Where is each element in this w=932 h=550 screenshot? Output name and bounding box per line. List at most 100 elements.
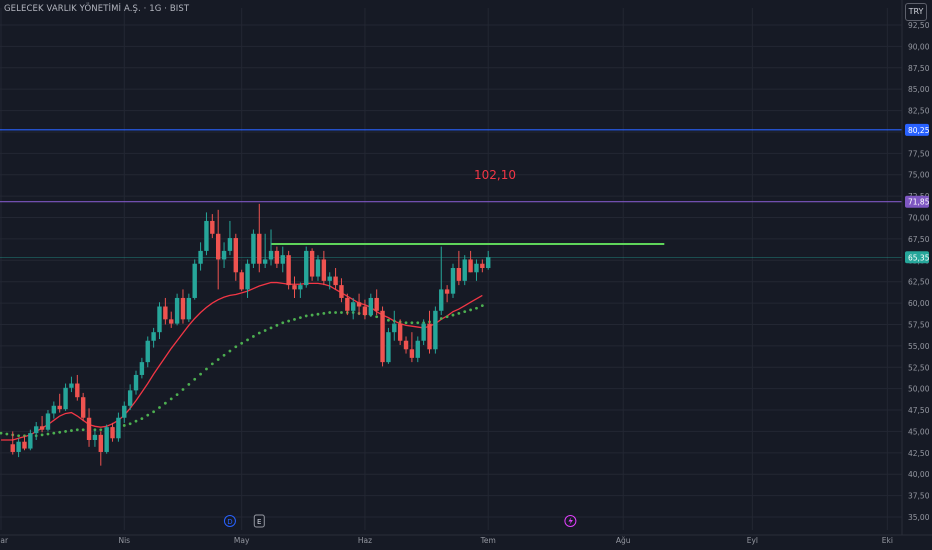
candle (403, 336, 409, 354)
sma-dot (240, 341, 244, 345)
sma-dot (269, 326, 273, 330)
time-tick-label: Haz (358, 536, 372, 545)
candle-body (92, 434, 98, 440)
sma-dot (0, 431, 3, 435)
sma-dot (340, 311, 343, 314)
candle-body (34, 426, 39, 434)
candle-body (10, 444, 15, 452)
candle (368, 293, 374, 317)
candle (439, 246, 444, 316)
sma-dot (152, 410, 156, 414)
candle (139, 357, 145, 379)
price-label-tag (905, 123, 929, 136)
candle-body (351, 302, 356, 311)
candle (104, 424, 109, 454)
sma-dot (163, 401, 167, 405)
time-tick-label: Mar (0, 536, 9, 545)
candle (386, 327, 391, 364)
price-tick-label: 92,50 (908, 21, 930, 30)
candle-body (286, 255, 291, 286)
candle-body (98, 434, 103, 452)
candle-body (227, 238, 233, 251)
currency-button[interactable]: TRY (905, 3, 927, 21)
candle-body (157, 306, 162, 333)
candle (444, 285, 450, 303)
sma-dot (199, 372, 202, 376)
price-tick-label: 52,50 (908, 363, 930, 372)
candle-body (304, 250, 309, 286)
sma-dot (222, 353, 226, 357)
price-tick-label: 70,00 (908, 214, 930, 223)
candle-body (186, 297, 192, 320)
candle (321, 250, 327, 286)
sma-dot (387, 318, 390, 322)
candle-body (239, 272, 244, 290)
candle (292, 276, 297, 298)
candle-body (345, 297, 350, 311)
candle-body (110, 427, 115, 439)
candle-body (198, 250, 203, 264)
candle (433, 306, 438, 354)
candle (122, 401, 127, 423)
sma-dot (158, 406, 161, 409)
candle-body (444, 289, 450, 294)
price-tick-label: 40,00 (908, 470, 930, 479)
candle (16, 438, 21, 458)
sma-dot (17, 434, 21, 438)
candle-body (180, 297, 186, 320)
candle (10, 431, 15, 455)
sma-dot (146, 413, 150, 417)
sma-dot (216, 358, 220, 361)
sma-dot (469, 308, 472, 312)
candle-body (57, 405, 62, 410)
candle (227, 220, 233, 256)
price-tick-label: 35,00 (908, 513, 930, 522)
candle (362, 299, 368, 320)
candle-body (427, 323, 432, 350)
sma-dot (257, 331, 261, 335)
price-tick-label: 75,00 (908, 171, 930, 180)
candle (327, 272, 332, 290)
candle-body (127, 390, 133, 406)
candle (251, 229, 256, 269)
candle-body (298, 285, 303, 290)
sma-dot (298, 316, 302, 320)
candle (127, 384, 133, 411)
candle-body (392, 323, 397, 333)
candle (315, 255, 321, 281)
candle-body (75, 383, 80, 398)
sma-dot (210, 362, 214, 366)
candle-body (327, 276, 332, 281)
candle-body (16, 441, 21, 452)
price-annotation: 102,10 (474, 167, 516, 182)
candle (351, 297, 356, 320)
candle-body (315, 259, 321, 277)
time-tick-label: May (234, 536, 250, 545)
price-tick-label: 50,00 (908, 385, 930, 394)
price-tick-label: 42,50 (908, 449, 930, 458)
candle (309, 248, 315, 281)
candle-body (386, 332, 391, 363)
candle (22, 435, 27, 451)
candle-body (362, 306, 368, 316)
candle (28, 429, 33, 451)
sma-dot (140, 417, 144, 420)
price-label-tag (905, 195, 929, 208)
candle-body (145, 340, 150, 363)
candle-body (251, 233, 256, 264)
candle-body (409, 349, 415, 358)
sma-dot (287, 319, 291, 323)
candle (186, 293, 192, 322)
sma-dot (175, 393, 179, 397)
sma-dot (457, 311, 461, 315)
candle-body (356, 302, 362, 307)
sma-dot (410, 321, 414, 325)
price-label-text: 80,25 (908, 126, 930, 135)
price-tick-label: 90,00 (908, 42, 930, 51)
candle-body (280, 255, 285, 264)
candle (192, 259, 197, 300)
sma-dot (275, 323, 279, 327)
sma-dot (187, 382, 191, 386)
sma-dot (181, 388, 185, 391)
